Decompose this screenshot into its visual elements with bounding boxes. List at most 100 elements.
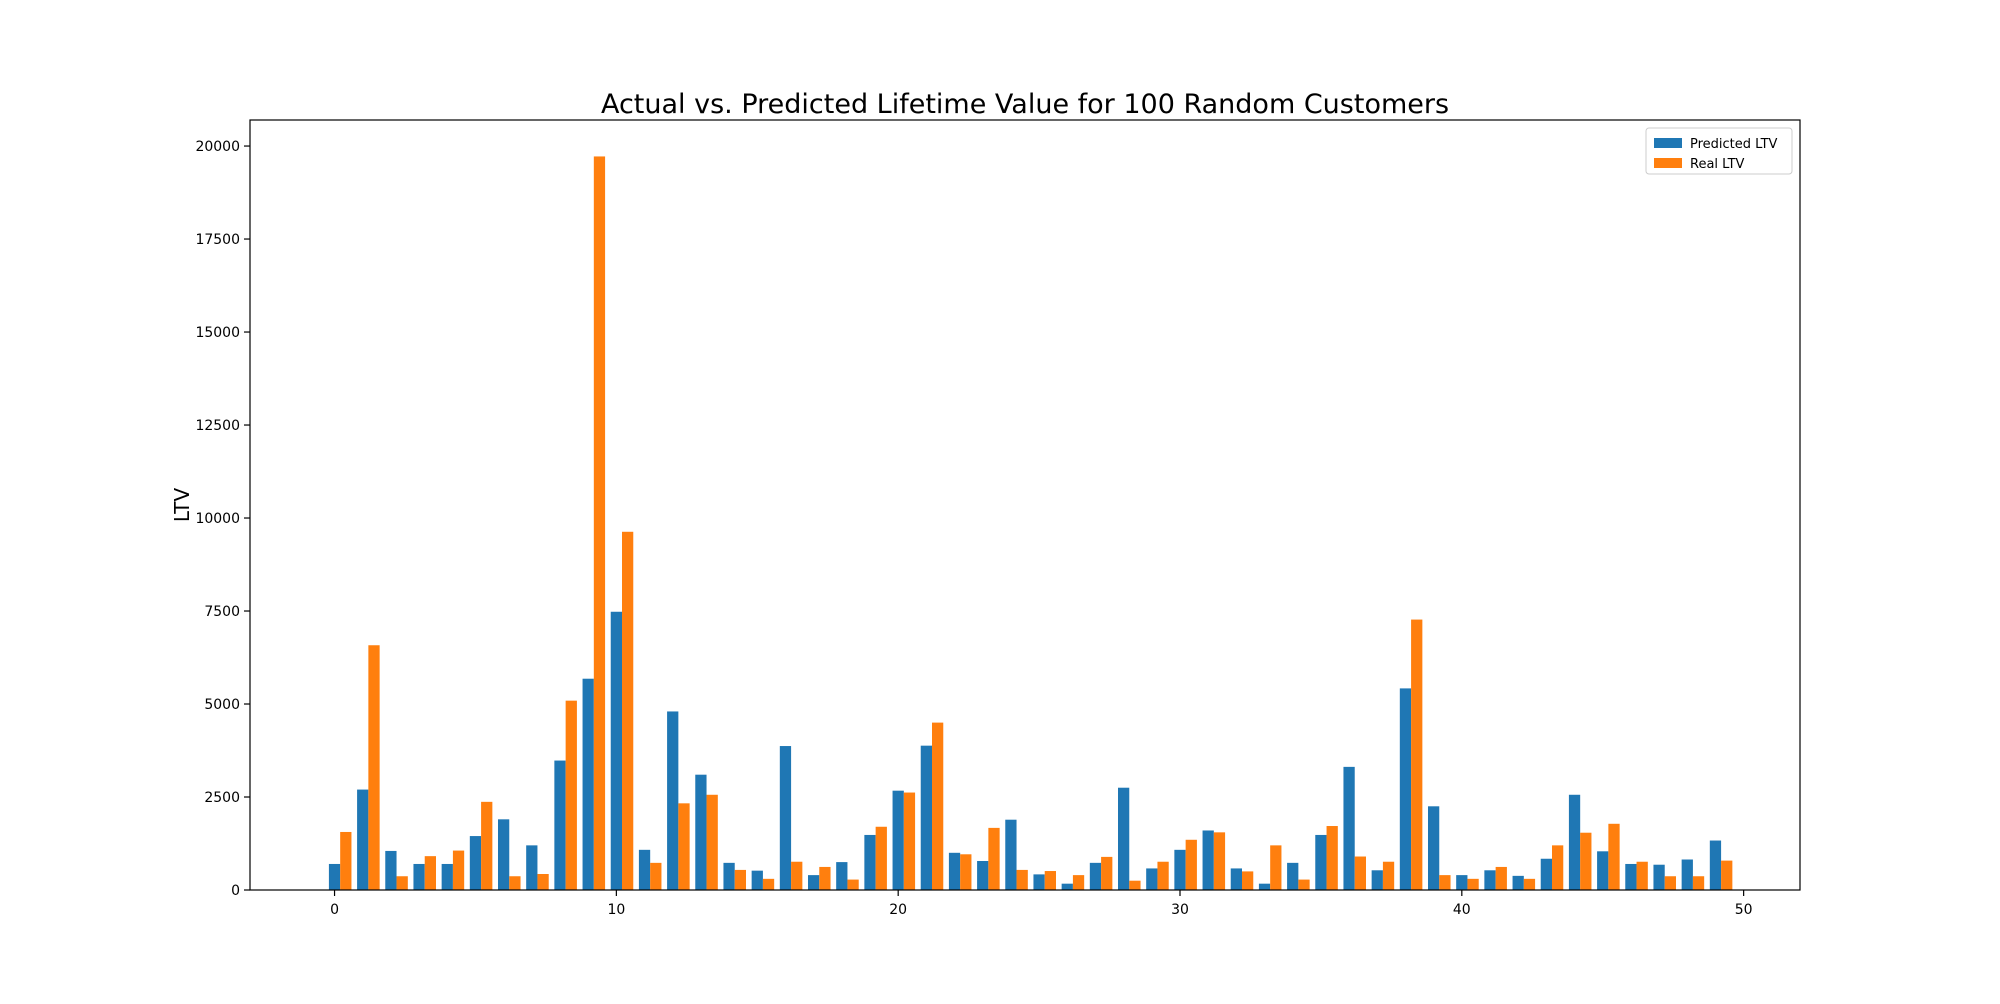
y-tick-label-17500: 17500	[195, 232, 240, 248]
bar-predicted-ltv-41	[1484, 870, 1496, 890]
bar-real-ltv-39	[1439, 875, 1451, 890]
bar-predicted-ltv-49	[1709, 840, 1722, 890]
y-tick-label-7500: 7500	[204, 604, 240, 620]
bar-predicted-ltv-24	[1005, 819, 1017, 890]
bar-real-ltv-32	[1242, 871, 1254, 890]
bar-real-ltv-16	[791, 861, 803, 890]
bar-predicted-ltv-1	[357, 789, 369, 890]
bar-predicted-ltv-48	[1681, 859, 1693, 890]
bar-real-ltv-10	[622, 531, 634, 890]
bar-predicted-ltv-2	[385, 850, 397, 890]
bar-real-ltv-26	[1072, 875, 1085, 890]
bar-predicted-ltv-30	[1174, 849, 1186, 890]
bar-real-ltv-48	[1692, 876, 1705, 890]
bar-real-ltv-21	[932, 722, 944, 890]
bar-real-ltv-2	[396, 876, 408, 890]
y-tick-label-0: 0	[231, 883, 240, 899]
bar-real-ltv-1	[368, 645, 380, 890]
bar-predicted-ltv-46	[1625, 863, 1637, 890]
bar-predicted-ltv-31	[1202, 830, 1214, 890]
bar-real-ltv-23	[988, 827, 1000, 890]
bar-real-ltv-35	[1326, 826, 1338, 890]
bar-real-ltv-46	[1636, 861, 1648, 890]
bar-real-ltv-25	[1044, 871, 1056, 890]
chart-title: Actual vs. Predicted Lifetime Value for …	[601, 89, 1449, 120]
bar-real-ltv-9	[593, 156, 606, 890]
bar-predicted-ltv-23	[977, 860, 989, 890]
bar-predicted-ltv-12	[667, 711, 679, 890]
bar-predicted-ltv-0	[328, 863, 341, 890]
bar-predicted-ltv-35	[1315, 834, 1327, 890]
bar-predicted-ltv-32	[1230, 868, 1242, 890]
bar-predicted-ltv-8	[554, 760, 566, 890]
bar-predicted-ltv-38	[1399, 688, 1412, 890]
bar-real-ltv-36	[1354, 856, 1366, 890]
x-axis: 0 10 20 30 40 50	[330, 890, 1753, 918]
bar-predicted-ltv-42	[1512, 875, 1524, 890]
bar-real-ltv-40	[1467, 878, 1479, 890]
y-tick-label-20000: 20000	[195, 139, 240, 155]
legend-label-real-ltv: Real LTV	[1690, 157, 1745, 172]
bar-real-ltv-44	[1580, 832, 1592, 890]
bar-predicted-ltv-7	[526, 845, 538, 890]
bar-real-ltv-42	[1523, 878, 1536, 890]
bar-predicted-ltv-15	[751, 870, 763, 890]
bar-predicted-ltv-37	[1371, 870, 1383, 890]
bar-predicted-ltv-4	[441, 863, 453, 890]
x-tick-label-0: 0	[330, 902, 339, 918]
bar-predicted-ltv-29	[1146, 868, 1158, 890]
bar-real-ltv-43	[1552, 845, 1564, 890]
bar-predicted-ltv-11	[638, 849, 651, 890]
bar-real-ltv-20	[903, 792, 916, 890]
bar-real-ltv-18	[847, 879, 859, 890]
y-tick-label-2500: 2500	[204, 790, 240, 806]
bar-predicted-ltv-19	[864, 834, 876, 890]
y-axis: 0 2500 5000 7500 10000 12500 15000 17500 20000	[195, 139, 250, 899]
bar-real-ltv-45	[1608, 823, 1620, 890]
bar-predicted-ltv-27	[1089, 862, 1102, 890]
bar-predicted-ltv-14	[723, 862, 735, 890]
bar-real-ltv-15	[762, 878, 775, 890]
bar-real-ltv-11	[650, 862, 662, 890]
x-tick-label-30: 30	[1171, 902, 1189, 918]
x-tick-label-40: 40	[1453, 902, 1471, 918]
bar-real-ltv-41	[1495, 866, 1507, 890]
bar-predicted-ltv-17	[808, 875, 820, 890]
bar-predicted-ltv-22	[948, 852, 961, 890]
bar-real-ltv-0	[340, 831, 352, 890]
bar-real-ltv-5	[481, 801, 493, 890]
bar-predicted-ltv-28	[1118, 787, 1130, 890]
x-tick-label-50: 50	[1735, 902, 1753, 918]
bar-predicted-ltv-36	[1343, 766, 1355, 890]
legend-frame	[1645, 127, 1793, 175]
bar-real-ltv-31	[1213, 832, 1226, 890]
bar-predicted-ltv-47	[1653, 864, 1665, 890]
y-tick-label-10000: 10000	[195, 511, 240, 527]
bar-real-ltv-22	[960, 854, 972, 890]
bar-real-ltv-8	[565, 700, 577, 890]
bar-real-ltv-49	[1721, 860, 1733, 890]
bar-predicted-ltv-43	[1540, 858, 1552, 890]
bar-real-ltv-12	[678, 803, 690, 890]
bar-predicted-ltv-6	[498, 819, 510, 890]
bar-real-ltv-7	[537, 874, 549, 890]
bar-predicted-ltv-34	[1287, 862, 1299, 890]
bar-predicted-ltv-26	[1061, 883, 1073, 890]
bar-real-ltv-17	[819, 866, 831, 890]
bar-real-ltv-14	[734, 869, 746, 890]
bars-group	[328, 156, 1733, 890]
bar-predicted-ltv-40	[1456, 875, 1468, 890]
bar-real-ltv-33	[1270, 845, 1282, 890]
bar-predicted-ltv-10	[610, 611, 622, 890]
bar-real-ltv-29	[1157, 861, 1169, 890]
bar-real-ltv-37	[1382, 861, 1395, 890]
bar-real-ltv-6	[509, 876, 521, 890]
bar-real-ltv-38	[1411, 619, 1423, 890]
legend: Predicted LTV Real LTV	[1645, 127, 1793, 175]
y-axis-label: LTV	[170, 488, 194, 523]
bar-real-ltv-13	[706, 794, 718, 890]
bar-predicted-ltv-9	[582, 678, 594, 890]
bar-predicted-ltv-16	[779, 746, 792, 890]
bar-predicted-ltv-13	[695, 774, 707, 890]
